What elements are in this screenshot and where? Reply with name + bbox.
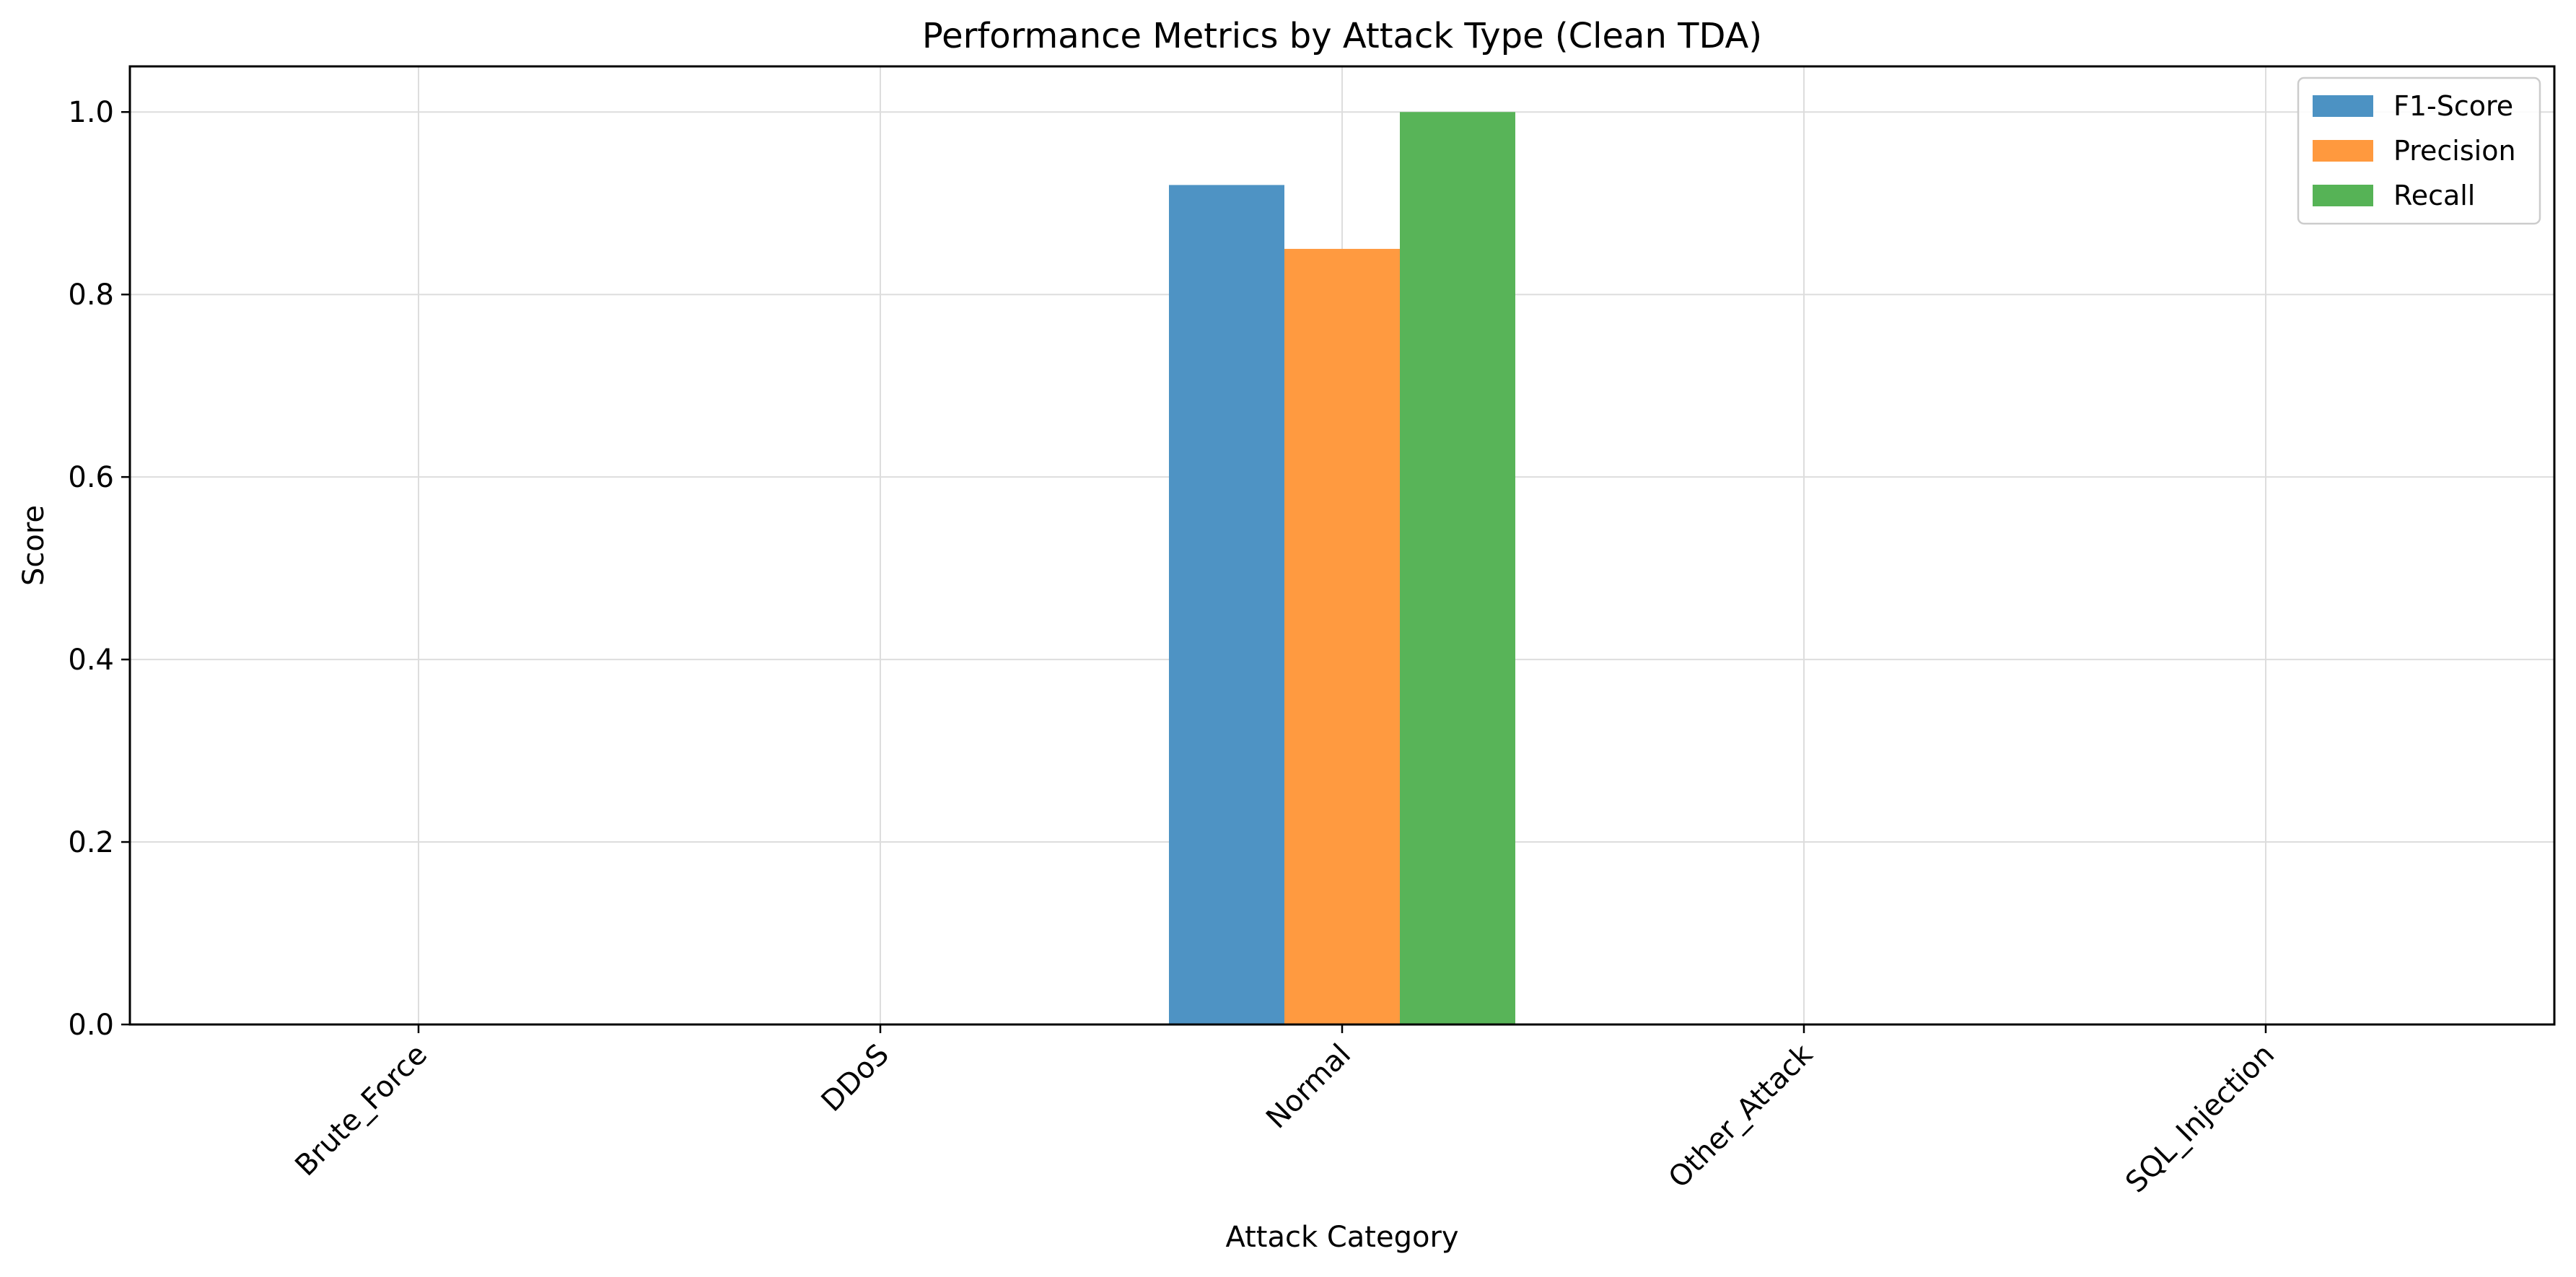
bars xyxy=(1169,112,1515,1025)
y-axis-ticks: 0.0 0.2 0.4 0.6 0.8 1.0 xyxy=(68,96,130,1042)
legend: F1-Score Precision Recall xyxy=(2297,76,2541,225)
y-tick-label: 0.0 xyxy=(68,1009,114,1042)
legend-swatch xyxy=(2313,140,2373,162)
legend-swatch xyxy=(2313,185,2373,206)
x-tick-label: SQL_Injection xyxy=(2119,1038,2281,1200)
y-tick-label: 0.6 xyxy=(68,461,114,494)
bar xyxy=(1400,112,1515,1025)
legend-label: Recall xyxy=(2393,180,2475,211)
x-tick-label: DDoS xyxy=(815,1038,895,1118)
chart-title: Performance Metrics by Attack Type (Clea… xyxy=(922,16,1762,56)
x-tick-label: Normal xyxy=(1260,1038,1357,1136)
legend-label: Precision xyxy=(2393,135,2516,167)
y-tick-label: 0.8 xyxy=(68,278,114,312)
x-tick-label: Other_Attack xyxy=(1662,1037,1820,1195)
x-axis-ticks: Brute_Force DDoS Normal Other_Attack SQL_Inj… xyxy=(289,1024,2281,1199)
bar xyxy=(1284,248,1400,1024)
legend-label: F1-Score xyxy=(2393,90,2513,122)
y-tick-label: 1.0 xyxy=(68,96,114,129)
x-axis-label: Attack Category xyxy=(1225,1221,1458,1254)
y-axis-label: Score xyxy=(17,505,51,586)
bar xyxy=(1169,185,1284,1024)
x-tick-label: Brute_Force xyxy=(289,1038,434,1183)
y-tick-label: 0.2 xyxy=(68,826,114,859)
y-tick-label: 0.4 xyxy=(68,644,114,677)
legend-swatch xyxy=(2313,95,2373,117)
